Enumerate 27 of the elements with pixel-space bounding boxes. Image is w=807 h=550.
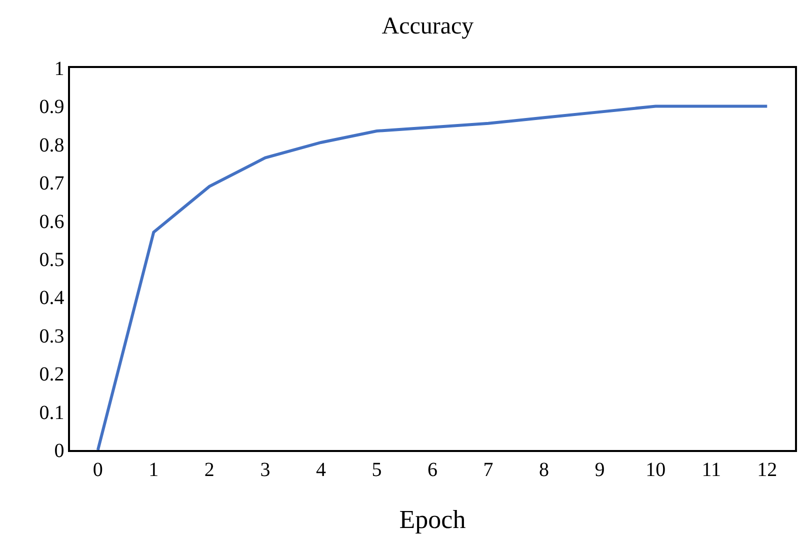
x-axis-title: Epoch: [399, 504, 466, 534]
y-tick-label: 0: [54, 440, 64, 462]
y-tick-label: 0.8: [39, 134, 64, 156]
y-tick-label: 0.3: [39, 325, 64, 348]
x-tick-label: 10: [646, 458, 666, 481]
x-tick-label: 5: [372, 458, 382, 481]
x-tick-label: 9: [594, 458, 605, 481]
x-tick-label: 2: [204, 458, 214, 481]
chart-title: Accuracy: [382, 13, 474, 40]
x-tick-label: 4: [316, 458, 326, 481]
x-tick-label: 6: [428, 458, 438, 481]
x-tick-label: 7: [483, 458, 494, 481]
x-tick-label: 11: [702, 458, 721, 481]
y-tick-label: 0.2: [39, 364, 64, 386]
y-tick-label: 0.7: [39, 172, 64, 195]
y-tick-label: 0.5: [39, 249, 64, 271]
y-tick-label: 1: [54, 58, 64, 80]
y-tick-label: 0.1: [39, 402, 64, 424]
x-tick-label: 12: [757, 458, 778, 481]
x-tick-label: 0: [92, 458, 103, 481]
x-tick-label: 3: [260, 458, 270, 481]
x-tick-label: 1: [148, 458, 159, 481]
y-tick-label: 0.4: [39, 287, 64, 310]
y-tick-label: 0.6: [39, 210, 64, 233]
line-series: [96, 104, 769, 450]
x-tick-label: 8: [539, 458, 550, 481]
y-tick-label: 0.9: [39, 96, 64, 118]
